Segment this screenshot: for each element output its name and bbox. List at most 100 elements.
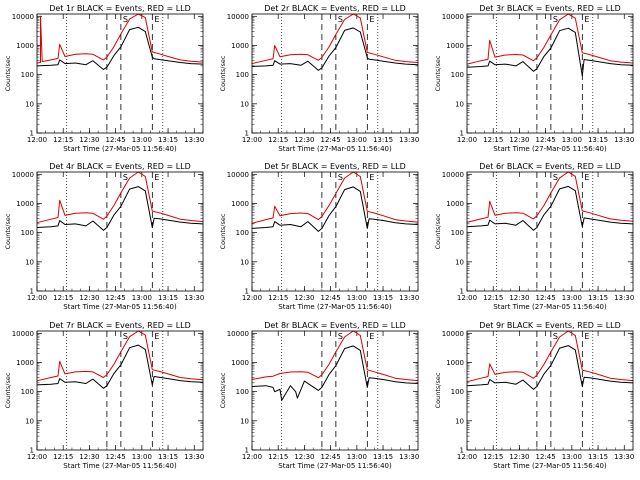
x-tick-label: 13:15 [373,136,393,144]
y-tick-label: 1000 [446,42,464,50]
panel-title: Det 9r BLACK = Events, RED = LLD [479,321,621,330]
panel-title: Det 2r BLACK = Events, RED = LLD [264,4,406,13]
x-tick-label: 12:45 [321,136,341,144]
y-tick-label: 1 [245,288,249,296]
x-tick-label: 13:30 [184,453,204,461]
x-tick-label: 13:30 [614,136,634,144]
y-tick-label: 1 [245,130,249,138]
y-tick-label: 10 [240,417,249,425]
lld-series-line [36,330,204,382]
x-tick-label: 12:30 [79,294,99,302]
lld-series-line [36,13,204,64]
marker-label-e: E [369,15,374,24]
x-tick-label: 12:45 [321,453,341,461]
y-tick-label: 1 [460,130,464,138]
x-tick-label: 13:30 [399,136,419,144]
y-tick-label: 10000 [227,171,249,179]
x-tick-label: 12:30 [509,136,529,144]
marker-label-s: S [553,173,558,182]
x-tick-label: 13:00 [132,294,152,302]
x-tick-label: 12:00 [242,294,262,302]
panel-title: Det 3r BLACK = Events, RED = LLD [479,4,621,13]
y-axis-label: Counts/sec [219,372,227,408]
marker-label-e: E [369,173,374,182]
x-tick-label: 12:45 [321,294,341,302]
x-tick-label: 12:00 [457,136,477,144]
x-axis-label: Start Time (27-Mar-05 11:56:40) [493,303,607,311]
marker-label-s: S [123,332,128,341]
x-tick-label: 12:30 [509,453,529,461]
y-tick-label: 100 [236,388,249,396]
panel-title: Det 4r BLACK = Events, RED = LLD [49,162,191,171]
detector-panel: Det 3r BLACK = Events, RED = LLD Counts/s… [434,4,634,153]
x-tick-label: 13:15 [158,294,178,302]
x-axis-label: Start Time (27-Mar-05 11:56:40) [63,303,177,311]
plot-frame [251,330,419,451]
marker-label-s: S [553,15,558,24]
x-tick-label: 13:30 [614,294,634,302]
y-tick-label: 1 [245,447,249,455]
plot-frame [251,171,419,292]
x-tick-label: 12:00 [27,453,47,461]
events-series-line [466,185,634,231]
plot-frame [466,171,634,292]
x-tick-label: 12:15 [483,136,503,144]
lld-series-line [466,13,634,65]
y-tick-label: 10000 [227,330,249,338]
y-tick-label: 10 [25,258,34,266]
x-tick-label: 13:00 [562,136,582,144]
y-axis-label: Counts/sec [4,213,12,249]
y-axis-label: Counts/sec [4,55,12,91]
x-tick-label: 12:00 [27,294,47,302]
panel-title: Det 6r BLACK = Events, RED = LLD [479,162,621,171]
plot-frame [466,13,634,134]
x-tick-label: 13:00 [132,453,152,461]
y-tick-label: 1 [30,447,34,455]
x-tick-label: 12:45 [536,136,556,144]
detector-panel: Det 2r BLACK = Events, RED = LLD Counts/s… [219,4,419,153]
y-tick-label: 10000 [12,330,34,338]
x-tick-label: 12:00 [242,136,262,144]
x-tick-label: 13:15 [588,453,608,461]
detector-panel: Det 4r BLACK = Events, RED = LLD Counts/s… [4,162,204,311]
x-tick-label: 13:30 [184,294,204,302]
y-axis-label: Counts/sec [4,372,12,408]
y-tick-label: 1000 [231,42,249,50]
y-tick-label: 1000 [446,200,464,208]
y-axis-label: Counts/sec [434,213,442,249]
y-tick-label: 100 [451,71,464,79]
y-axis-label: Counts/sec [434,372,442,408]
y-tick-label: 1000 [231,359,249,367]
x-tick-label: 13:00 [347,453,367,461]
events-series-line [251,345,419,401]
x-axis-label: Start Time (27-Mar-05 11:56:40) [493,145,607,153]
marker-label-s: S [123,173,128,182]
plot-frame [251,13,419,134]
x-tick-label: 13:30 [184,136,204,144]
x-tick-label: 13:15 [588,136,608,144]
y-tick-label: 100 [21,388,34,396]
x-tick-label: 12:30 [294,453,314,461]
x-tick-label: 12:45 [536,453,556,461]
lld-series-line [466,171,634,223]
y-tick-label: 100 [21,71,34,79]
x-axis-label: Start Time (27-Mar-05 11:56:40) [278,462,392,470]
x-tick-label: 12:00 [27,136,47,144]
y-tick-label: 10000 [442,330,464,338]
y-tick-label: 1000 [16,200,34,208]
events-series-line [36,26,204,70]
lld-series-line [251,330,419,382]
x-tick-label: 13:15 [158,453,178,461]
plot-frame [36,171,204,292]
marker-label-e: E [584,15,589,24]
x-tick-label: 12:45 [106,294,126,302]
y-axis-label: Counts/sec [219,213,227,249]
x-tick-label: 12:30 [294,136,314,144]
y-tick-label: 10 [455,100,464,108]
y-tick-label: 10000 [227,13,249,21]
x-tick-label: 12:00 [457,294,477,302]
marker-label-s: S [338,15,343,24]
x-tick-label: 13:15 [373,294,393,302]
x-tick-label: 13:30 [614,453,634,461]
